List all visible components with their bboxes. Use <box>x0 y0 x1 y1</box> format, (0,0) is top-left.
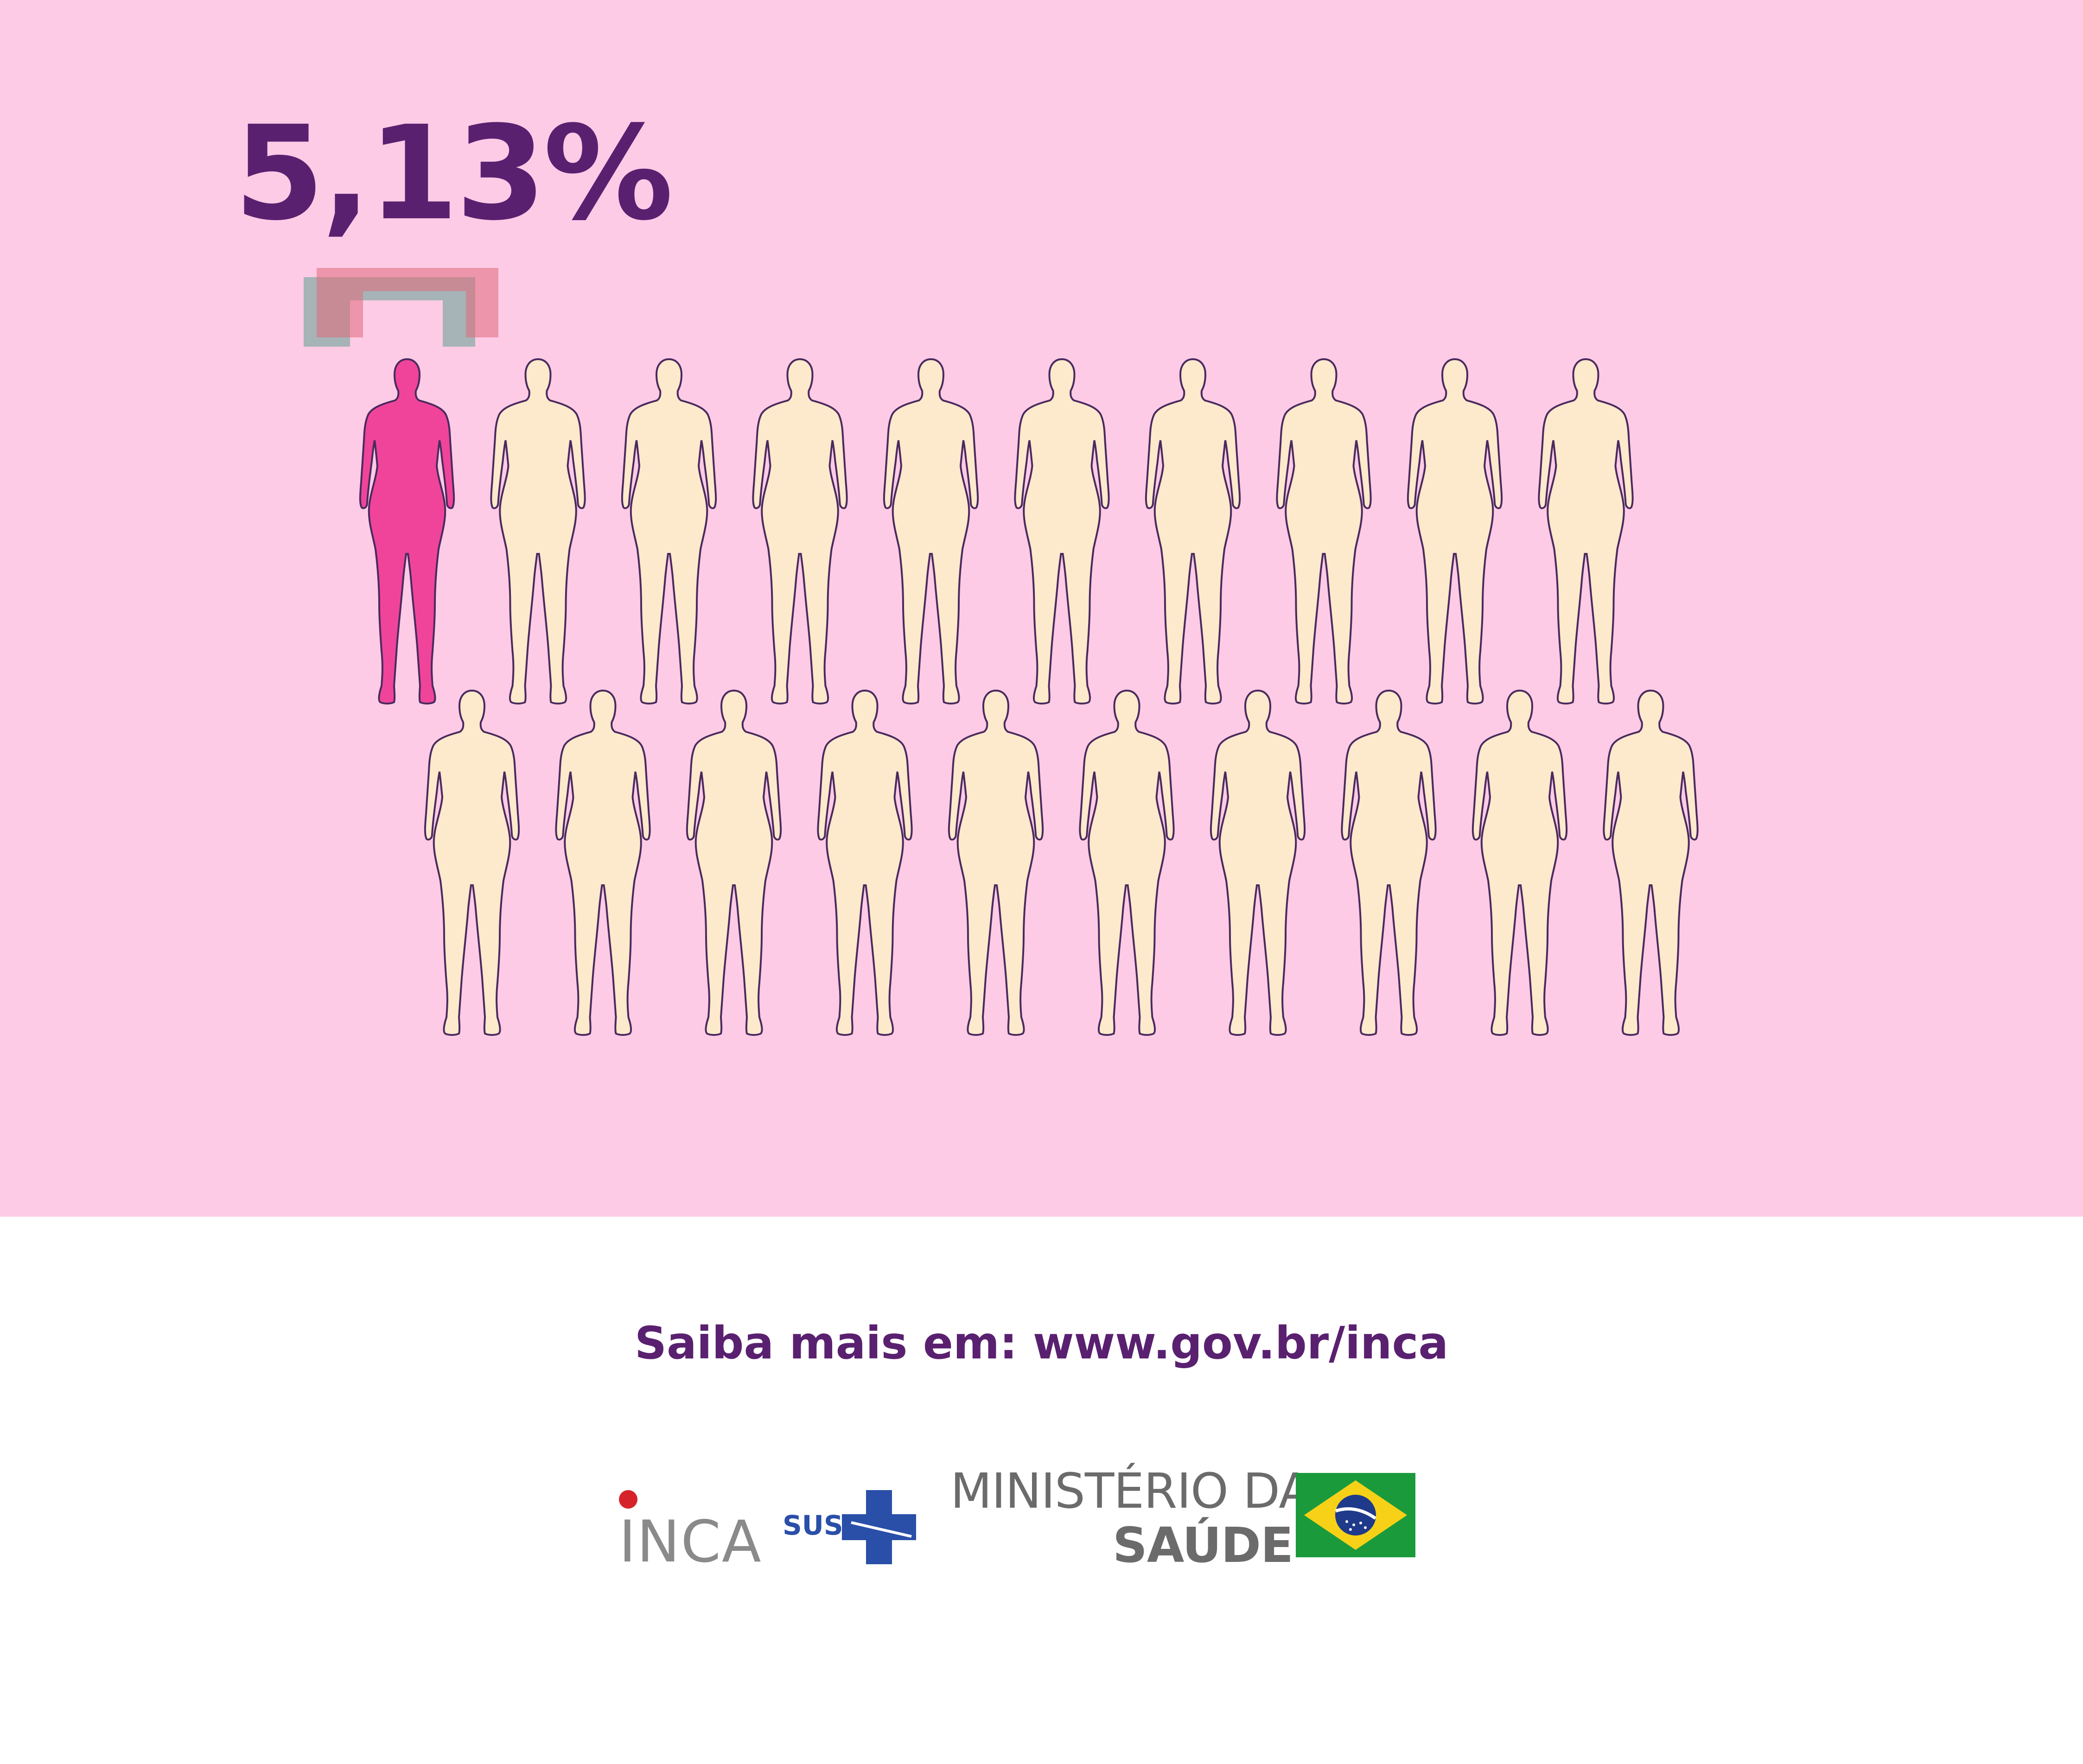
woman-figure <box>424 690 520 1036</box>
inca-logo: INCA <box>619 1509 762 1575</box>
woman-figure <box>1603 690 1699 1036</box>
woman-figure <box>883 358 979 704</box>
woman-figure <box>490 358 586 704</box>
percent-value: 5,13% <box>234 98 673 249</box>
ministry-name-line2: SAÚDE <box>1113 1517 1293 1574</box>
woman-figure <box>1471 690 1568 1036</box>
sus-logo: SUS <box>783 1510 843 1541</box>
sus-cross-icon <box>842 1490 916 1564</box>
woman-figure <box>817 690 913 1036</box>
woman-figure <box>1210 690 1306 1036</box>
woman-figure <box>1341 690 1437 1036</box>
woman-figure <box>1014 358 1110 704</box>
woman-figure <box>555 690 651 1036</box>
woman-figure <box>621 358 717 704</box>
ministry-name-line1: MINISTÉRIO DA <box>950 1463 1312 1519</box>
woman-figure <box>1079 690 1175 1036</box>
highlighted-woman-figure <box>359 358 455 704</box>
inca-logo-dot-icon <box>619 1490 637 1509</box>
woman-figure <box>1276 358 1372 704</box>
figures-chart <box>359 358 1699 1036</box>
woman-figure <box>1145 358 1241 704</box>
brazil-flag-icon <box>1296 1473 1415 1557</box>
more-info-text: Saiba mais em: www.gov.br/inca <box>634 1317 1449 1369</box>
woman-figure <box>948 690 1044 1036</box>
woman-figure <box>752 358 848 704</box>
woman-figure <box>1538 358 1634 704</box>
woman-figure <box>686 690 782 1036</box>
bracket-icon <box>304 268 498 347</box>
woman-figure <box>1407 358 1503 704</box>
